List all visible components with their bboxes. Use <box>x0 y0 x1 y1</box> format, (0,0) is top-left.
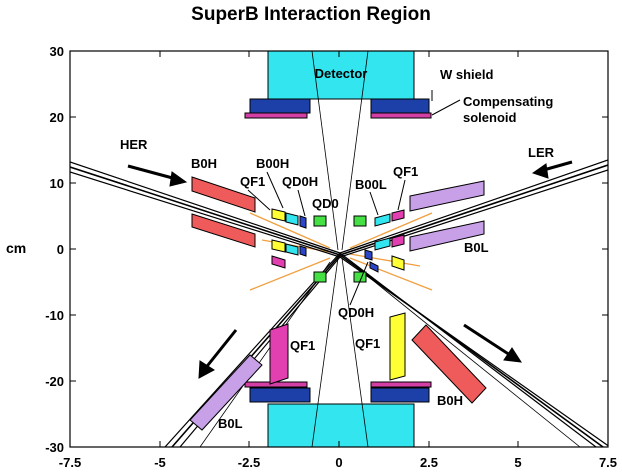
chart-title: SuperB Interaction Region <box>191 4 431 25</box>
b0l-magnet-mid <box>409 220 485 252</box>
label-qf1-bl: QF1 <box>290 338 315 353</box>
label-ler: LER <box>528 145 555 160</box>
label-qf1-tl: QF1 <box>240 174 265 189</box>
x-tick: -7.5 <box>59 455 81 470</box>
w-shield-bottom-left <box>249 387 311 403</box>
label-b00l: B00L <box>355 177 387 192</box>
qf1-magnet-bottom-right <box>389 312 406 381</box>
plot-frame <box>69 50 609 448</box>
detector-box <box>267 51 415 100</box>
label-b0l-right: B0L <box>464 240 489 255</box>
solenoid-left <box>244 112 308 119</box>
x-tick: 7.5 <box>599 455 617 470</box>
x-tick: 2.5 <box>420 455 438 470</box>
label-qd0: QD0 <box>312 196 339 211</box>
plot-content <box>70 51 608 447</box>
y-tick: -20 <box>45 374 64 389</box>
w-shield-bottom-right <box>370 387 430 403</box>
label-compensating: Compensating <box>463 94 553 109</box>
label-w-shield: W shield <box>440 67 494 82</box>
detector-box-bottom <box>267 403 415 447</box>
y-tick: 10 <box>50 176 64 191</box>
b0h-magnet-mid <box>191 213 256 248</box>
solenoid-bottom-left <box>244 381 308 388</box>
x-tick: 5 <box>514 455 521 470</box>
b0h-magnet-bottom <box>411 324 487 404</box>
label-b0h-bot: B0H <box>437 393 463 408</box>
w-shield-right <box>370 98 430 114</box>
y-tick: 0 <box>57 242 64 257</box>
y-tick: 30 <box>50 44 64 59</box>
b0h-magnet-top <box>191 176 256 213</box>
label-b0h-top: B0H <box>191 156 217 171</box>
label-qf1-tr: QF1 <box>393 164 418 179</box>
w-shield-left <box>249 98 311 114</box>
label-qd0h-top: QD0H <box>282 174 318 189</box>
solenoid-right <box>370 112 432 119</box>
label-b0l-bot: B0L <box>218 416 243 431</box>
b0l-magnet-top <box>409 180 485 212</box>
label-solenoid: solenoid <box>463 110 517 125</box>
label-her: HER <box>120 137 148 152</box>
solenoid-bottom-right <box>370 381 432 388</box>
x-tick: -5 <box>154 455 166 470</box>
label-qd0h-bot: QD0H <box>338 305 374 320</box>
label-qf1-br: QF1 <box>355 336 380 351</box>
b0l-magnet-bottom <box>189 354 263 431</box>
y-tick: -30 <box>45 440 64 455</box>
label-b00h: B00H <box>256 156 289 171</box>
y-tick: -10 <box>45 308 64 323</box>
label-detector: Detector <box>315 66 368 81</box>
x-tick: -2.5 <box>238 455 260 470</box>
y-tick: 20 <box>50 110 64 125</box>
y-axis-label: cm <box>6 240 27 256</box>
qf1-magnet-bottom-left <box>269 323 289 385</box>
x-tick: 0 <box>335 455 342 470</box>
